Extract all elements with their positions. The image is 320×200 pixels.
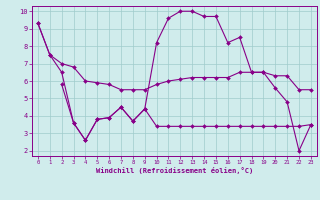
X-axis label: Windchill (Refroidissement éolien,°C): Windchill (Refroidissement éolien,°C) xyxy=(96,167,253,174)
